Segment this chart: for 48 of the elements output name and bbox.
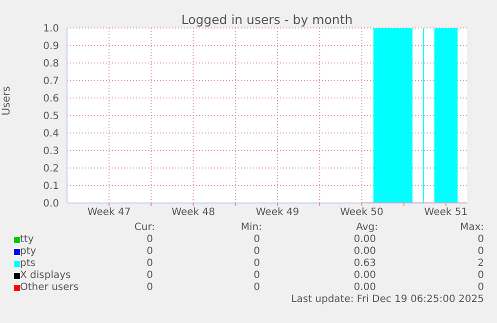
text: Min: <box>240 222 262 233</box>
y-tick-label: 0.0 <box>43 198 59 210</box>
y-tick-label: 0.5 <box>43 111 59 122</box>
text: 0 <box>146 258 153 269</box>
text: 0 <box>146 282 153 293</box>
text: 0 <box>478 246 484 257</box>
text: 0 <box>254 258 260 269</box>
x-tick-label: Week 50 <box>340 207 384 218</box>
x-tick-label: Week 51 <box>424 207 468 218</box>
text: 0.00 <box>354 234 376 245</box>
text: Cur: <box>134 222 155 233</box>
text: 0 <box>146 270 153 281</box>
text: Max: <box>460 222 484 233</box>
y-tick-label: 0.4 <box>43 128 59 140</box>
text: 0.63 <box>354 258 376 269</box>
text: 0 <box>254 234 260 245</box>
legend-label: Other users <box>20 282 79 293</box>
x-tick-label: Week 47 <box>87 207 131 218</box>
text: 0 <box>478 270 484 281</box>
x-tick-label: Week 48 <box>172 207 215 218</box>
text: 0.00 <box>354 282 376 293</box>
legend-label: pty <box>20 246 36 257</box>
text: 0 <box>254 246 260 257</box>
y-tick-label: 1.0 <box>43 24 59 35</box>
chart-title: Logged in users - by month <box>180 12 354 27</box>
y-tick-label: 0.8 <box>43 58 59 70</box>
x-tick-label: Week 49 <box>256 207 300 218</box>
text: 0 <box>146 246 153 257</box>
text: 0 <box>254 270 260 281</box>
legend-label: X displays <box>20 270 71 281</box>
text: 0 <box>146 234 153 245</box>
text: 0 <box>254 282 260 293</box>
y-tick-label: 0.2 <box>43 164 59 175</box>
text: 2 <box>478 258 484 269</box>
text: 0.00 <box>354 270 376 281</box>
legend-label: tty <box>20 234 34 245</box>
text: 0 <box>478 234 484 245</box>
y-tick-label: 0.9 <box>43 41 59 52</box>
text: Last update: Fri Dec 19 06:25:00 2025 <box>291 294 484 305</box>
text: Avg: <box>356 222 378 233</box>
y-tick-label: 0.3 <box>43 146 59 158</box>
legend-label: pts <box>20 258 36 269</box>
y-axis-title: Users <box>0 86 13 116</box>
y-tick-label: 0.7 <box>43 76 59 88</box>
text: 0 <box>478 282 484 293</box>
text: 0.00 <box>354 246 376 257</box>
y-tick-label: 0.1 <box>43 181 59 192</box>
y-tick-label: 0.6 <box>43 94 59 105</box>
